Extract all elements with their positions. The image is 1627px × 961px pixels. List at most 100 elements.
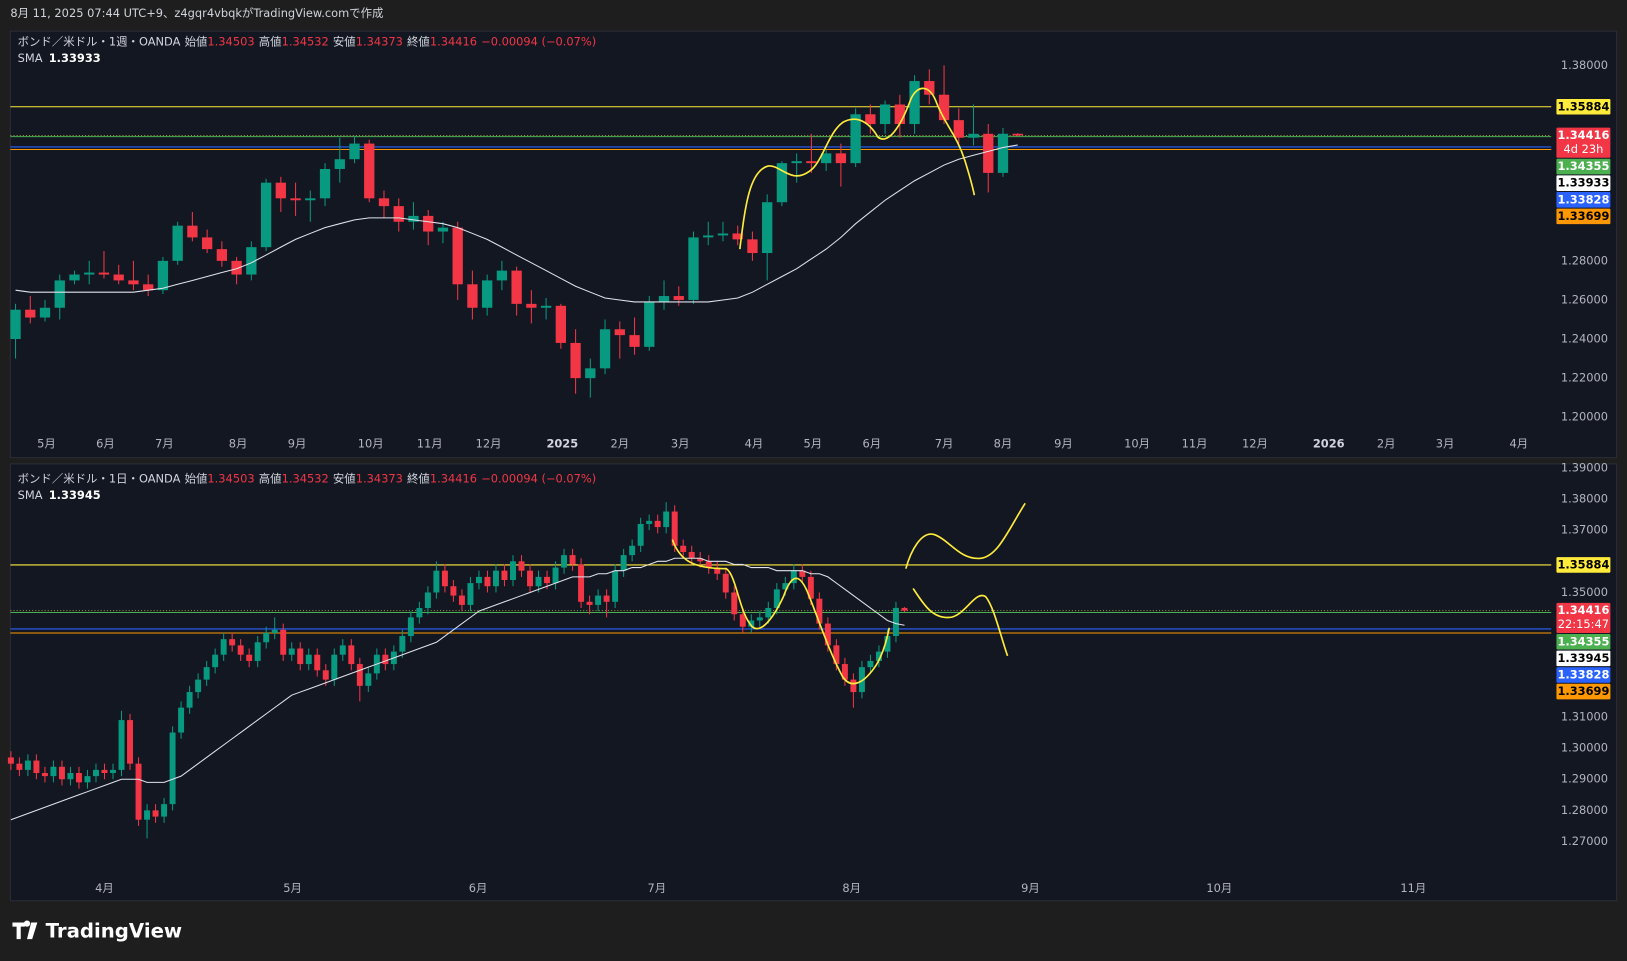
candle-body: [424, 592, 431, 609]
candle-body: [75, 773, 82, 783]
logo-icon: [12, 920, 38, 940]
candle-body: [393, 206, 404, 222]
x-tick-label: 8月: [229, 437, 248, 451]
price-label: 1.33699: [1557, 209, 1609, 223]
candle-body: [901, 607, 908, 611]
candle-body: [924, 81, 935, 95]
candle-body: [578, 564, 585, 602]
candle-body: [216, 249, 228, 261]
change: −0.00094 (−0.07%): [481, 34, 596, 48]
candle-body: [118, 720, 125, 770]
sma-value: 1.33933: [49, 51, 101, 65]
x-tick-label: 9月: [288, 437, 307, 451]
candle-body: [637, 523, 644, 546]
x-tick-label: 9月: [1054, 437, 1073, 451]
sma-legend: SMA 1.33933: [18, 51, 101, 65]
candle-body: [629, 545, 636, 556]
candle-body: [433, 570, 440, 593]
candle-body: [570, 342, 581, 379]
x-tick-label: 2025: [546, 437, 578, 451]
sma-legend: SMA 1.33945: [18, 488, 101, 502]
candle-body: [739, 614, 746, 627]
candle-body: [867, 660, 874, 668]
x-tick-label: 10月: [1124, 437, 1150, 451]
x-tick-label: 2026: [1313, 437, 1345, 451]
candle-body: [178, 707, 185, 733]
candle-body: [776, 163, 788, 203]
candle-body: [290, 198, 301, 201]
candle-body: [450, 586, 457, 596]
candle-body: [382, 654, 389, 665]
sma-name: SMA: [18, 488, 43, 502]
price-label-box: [1556, 557, 1611, 573]
candle-body: [688, 237, 699, 300]
candle-body: [231, 260, 242, 275]
candle-body: [110, 769, 116, 774]
candle-body: [271, 629, 278, 633]
price-label-box: [1556, 633, 1611, 650]
candle-body: [416, 608, 423, 618]
candle-body: [339, 645, 346, 655]
sma-value: 1.33945: [49, 488, 101, 502]
candle-body: [938, 94, 950, 121]
x-tick-label: 11月: [1182, 437, 1208, 451]
candle-body: [67, 773, 74, 780]
symbol-title: ボンド／米ドル・1週・OANDA: [18, 34, 181, 48]
x-tick-label: 10月: [1206, 881, 1232, 895]
x-tick-label: 2月: [610, 437, 629, 451]
candle-body: [722, 573, 729, 593]
x-tick-label: 2月: [1377, 437, 1396, 451]
ohlc-name: 高値: [259, 34, 282, 48]
candle-body: [246, 654, 253, 661]
candle-body: [865, 114, 876, 125]
candle-body: [319, 168, 331, 199]
change: −0.00094 (−0.07%): [481, 471, 596, 485]
candle-body: [629, 335, 640, 347]
candle-body: [349, 143, 360, 160]
candle-body: [599, 329, 611, 369]
ohlc-value: 1.34532: [282, 471, 329, 485]
candle-body: [714, 567, 721, 574]
candle-body: [511, 270, 522, 304]
candle-body: [172, 225, 183, 261]
y-tick-label: 1.38000: [1561, 492, 1608, 506]
candle-body: [673, 296, 684, 300]
candle-body: [305, 198, 316, 201]
price-label-box: [1556, 127, 1611, 158]
ohlc-name: 終値: [407, 34, 430, 48]
hand-drawing: [671, 539, 891, 685]
candle-body: [144, 810, 151, 820]
ohlc-name: 安値: [333, 471, 356, 485]
x-tick-label: 6月: [862, 437, 881, 451]
candle-body: [356, 664, 363, 686]
hand-drawing: [905, 502, 1026, 569]
candle-body: [807, 576, 814, 599]
y-tick-label: 1.37000: [1561, 523, 1608, 537]
candle-body: [717, 233, 729, 236]
price-label-box: [1556, 208, 1611, 225]
candle-body: [364, 143, 375, 199]
candle-body: [644, 301, 655, 347]
candle-body: [84, 776, 91, 783]
x-tick-label: 4月: [1509, 437, 1528, 451]
candle-body: [806, 161, 817, 164]
candle-body: [552, 567, 559, 584]
candle-body: [437, 227, 449, 232]
candle-body: [452, 227, 463, 285]
candle-body: [246, 247, 257, 275]
y-tick-label: 1.27000: [1561, 834, 1608, 848]
candle-body: [835, 153, 847, 164]
logo: TradingView: [12, 919, 182, 942]
candle-body: [850, 114, 861, 164]
x-tick-label: 7月: [647, 881, 666, 895]
candle-body: [288, 648, 295, 655]
candle-body: [697, 558, 704, 562]
candle-body: [762, 202, 773, 254]
candle-body: [467, 583, 474, 605]
panel-weekly: [9, 30, 1618, 459]
x-tick-label: 3月: [671, 437, 690, 451]
candle-body: [260, 182, 272, 248]
x-tick-label: 4月: [95, 881, 114, 895]
x-tick-label: 12月: [1242, 437, 1268, 451]
candle-body: [127, 720, 134, 764]
